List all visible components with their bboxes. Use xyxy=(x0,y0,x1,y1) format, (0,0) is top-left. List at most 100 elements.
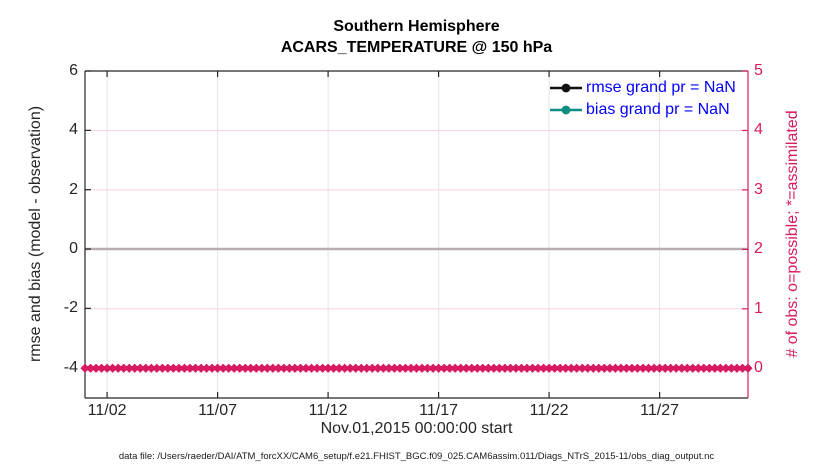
left-y-axis-label: rmse and bias (model - observation) xyxy=(27,105,44,363)
x-axis-label: Nov.01,2015 00:00:00 start xyxy=(320,420,513,437)
obs-count-marker xyxy=(235,363,245,373)
obs-count-marker xyxy=(693,363,703,373)
obs-count-marker xyxy=(201,363,212,373)
right-y-tick-label: 5 xyxy=(754,62,763,79)
obs-count-marker xyxy=(96,363,107,373)
data-file-caption: data file: /Users/raeder/DAI/ATM_forcXX/… xyxy=(118,451,715,462)
obs-count-marker xyxy=(290,363,300,373)
left-y-tick-label: -2 xyxy=(63,299,78,317)
obs-count-marker xyxy=(737,363,748,373)
obs-count-marker xyxy=(130,363,140,373)
obs-count-marker xyxy=(306,363,317,373)
obs-count-marker xyxy=(141,363,151,373)
obs-count-marker xyxy=(295,363,306,373)
obs-count-marker xyxy=(445,363,455,373)
obs-count-marker xyxy=(643,363,654,373)
obs-count-marker xyxy=(671,363,681,373)
obs-count-marker xyxy=(550,363,560,373)
obs-count-marker xyxy=(257,363,267,373)
legend: rmse grand pr = NaN bias grand pr = NaN xyxy=(549,77,736,121)
obs-count-marker xyxy=(251,363,261,373)
right-y-tick-label: 0 xyxy=(754,359,763,377)
obs-count-marker xyxy=(157,363,167,373)
left-y-tick-label: -4 xyxy=(63,358,78,376)
obs-count-marker xyxy=(334,363,344,373)
obs-count-marker xyxy=(428,363,438,373)
left-y-tick-label: 6 xyxy=(69,62,78,79)
obs-count-marker xyxy=(273,363,283,373)
obs-count-marker xyxy=(329,363,339,373)
obs-count-marker xyxy=(655,363,665,373)
obs-count-marker xyxy=(124,363,134,373)
obs-count-marker xyxy=(218,363,228,373)
obs-count-marker xyxy=(677,363,687,373)
obs-count-marker xyxy=(119,363,129,373)
obs-count-marker xyxy=(572,363,582,373)
obs-count-marker xyxy=(400,363,411,373)
obs-count-marker xyxy=(710,363,720,373)
bias-line-sample-icon xyxy=(550,105,582,115)
obs-count-marker xyxy=(434,363,444,373)
obs-count-marker xyxy=(113,363,123,373)
obs-count-marker xyxy=(544,363,554,373)
obs-count-marker xyxy=(715,363,725,373)
obs-count-marker xyxy=(494,363,504,373)
legend-entry-rmse: rmse grand pr = NaN xyxy=(549,77,736,99)
obs-count-marker xyxy=(362,363,372,373)
obs-count-marker xyxy=(527,363,538,373)
obs-count-marker xyxy=(179,363,190,373)
obs-count-marker xyxy=(312,363,322,373)
obs-count-marker xyxy=(577,363,587,373)
obs-count-marker xyxy=(174,363,184,373)
obs-count-marker xyxy=(91,363,101,373)
obs-count-marker xyxy=(152,363,162,373)
obs-count-marker xyxy=(616,363,626,373)
obs-count-marker xyxy=(649,363,659,373)
obs-count-marker xyxy=(108,363,118,373)
obs-count-marker xyxy=(456,363,466,373)
obs-count-marker xyxy=(85,363,96,373)
obs-count-marker xyxy=(356,363,366,373)
obs-count-marker xyxy=(190,363,201,373)
obs-count-marker xyxy=(207,363,217,373)
legend-entry-bias: bias grand pr = NaN xyxy=(549,99,736,121)
x-tick-label: 11/17 xyxy=(419,402,459,419)
obs-count-marker xyxy=(594,363,604,373)
obs-count-marker xyxy=(411,363,422,373)
obs-count-marker xyxy=(566,363,576,373)
obs-count-marker xyxy=(682,363,692,373)
plot-subtitle: ACARS_TEMPERATURE @ 150 hPa xyxy=(280,39,553,56)
obs-count-marker xyxy=(610,363,620,373)
obs-count-marker xyxy=(317,363,328,373)
obs-count-marker xyxy=(538,363,549,373)
obs-count-marker xyxy=(80,363,90,373)
obs-count-marker xyxy=(472,363,482,373)
obs-count-marker xyxy=(732,363,742,373)
obs-count-marker xyxy=(704,363,714,373)
obs-count-marker xyxy=(389,363,399,373)
x-tick-label: 11/02 xyxy=(87,402,127,419)
obs-count-marker xyxy=(406,363,416,373)
obs-count-marker xyxy=(450,363,460,373)
obs-count-marker xyxy=(373,363,383,373)
obs-count-marker xyxy=(660,363,670,373)
obs-count-marker xyxy=(743,363,753,373)
obs-count-marker xyxy=(489,363,499,373)
x-tick-label: 11/12 xyxy=(308,402,348,419)
obs-count-marker xyxy=(323,363,333,373)
obs-count-marker xyxy=(583,363,593,373)
obs-count-marker xyxy=(721,363,731,373)
obs-count-marker xyxy=(555,363,565,373)
obs-count-marker xyxy=(505,363,516,373)
left-y-tick-label: 0 xyxy=(69,240,78,258)
obs-count-marker xyxy=(345,363,355,373)
obs-count-marker xyxy=(384,363,394,373)
obs-count-marker xyxy=(224,363,234,373)
x-tick-label: 11/27 xyxy=(640,402,680,419)
obs-count-marker xyxy=(284,363,295,373)
right-y-tick-label: 4 xyxy=(754,121,763,139)
obs-count-marker xyxy=(279,363,289,373)
obs-count-marker xyxy=(621,363,632,373)
obs-count-marker xyxy=(627,363,637,373)
obs-count-marker xyxy=(726,363,737,373)
